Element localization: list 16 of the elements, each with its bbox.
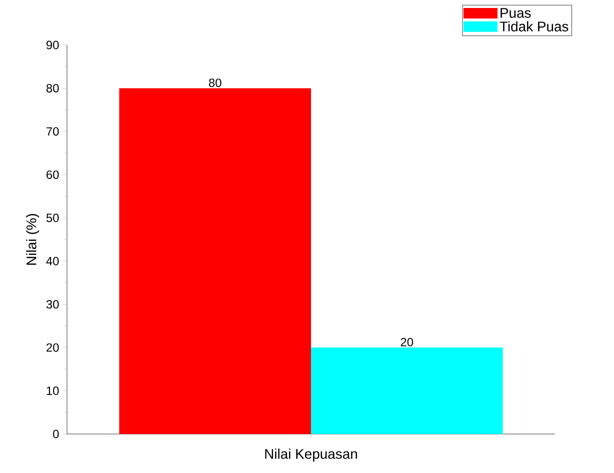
- legend-label: Puas: [500, 8, 531, 18]
- y-axis-title: Nilai (%): [26, 214, 40, 265]
- y-tick-label: 80: [46, 84, 59, 92]
- y-tick-label: 10: [46, 386, 59, 395]
- y-tick-label: 90: [46, 40, 59, 50]
- y-tick-label: 0: [53, 430, 59, 438]
- x-axis-title: Nilai Kepuasan: [265, 448, 357, 462]
- y-tick-label: 30: [46, 300, 59, 309]
- y-tick-label: 50: [46, 214, 59, 222]
- legend-label: Tidak Puas: [500, 21, 568, 32]
- y-tick-label: 60: [46, 170, 59, 179]
- data-label: 80: [208, 78, 222, 88]
- y-tick-label: 40: [46, 256, 59, 266]
- y-tick-label: 70: [46, 127, 59, 136]
- y-tick-label: 20: [46, 343, 59, 352]
- data-label: 20: [400, 338, 414, 346]
